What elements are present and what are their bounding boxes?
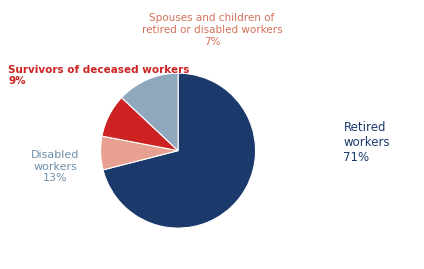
Text: Spouses and children of
retired or disabled workers
7%: Spouses and children of retired or disab… (142, 13, 282, 47)
Wedge shape (100, 136, 178, 170)
Wedge shape (103, 73, 256, 228)
Text: Retired
workers
71%: Retired workers 71% (343, 121, 390, 164)
Wedge shape (102, 98, 178, 151)
Wedge shape (122, 73, 178, 151)
Text: Disabled
workers
13%: Disabled workers 13% (31, 150, 79, 183)
Text: Survivors of deceased workers
9%: Survivors of deceased workers 9% (8, 65, 190, 86)
